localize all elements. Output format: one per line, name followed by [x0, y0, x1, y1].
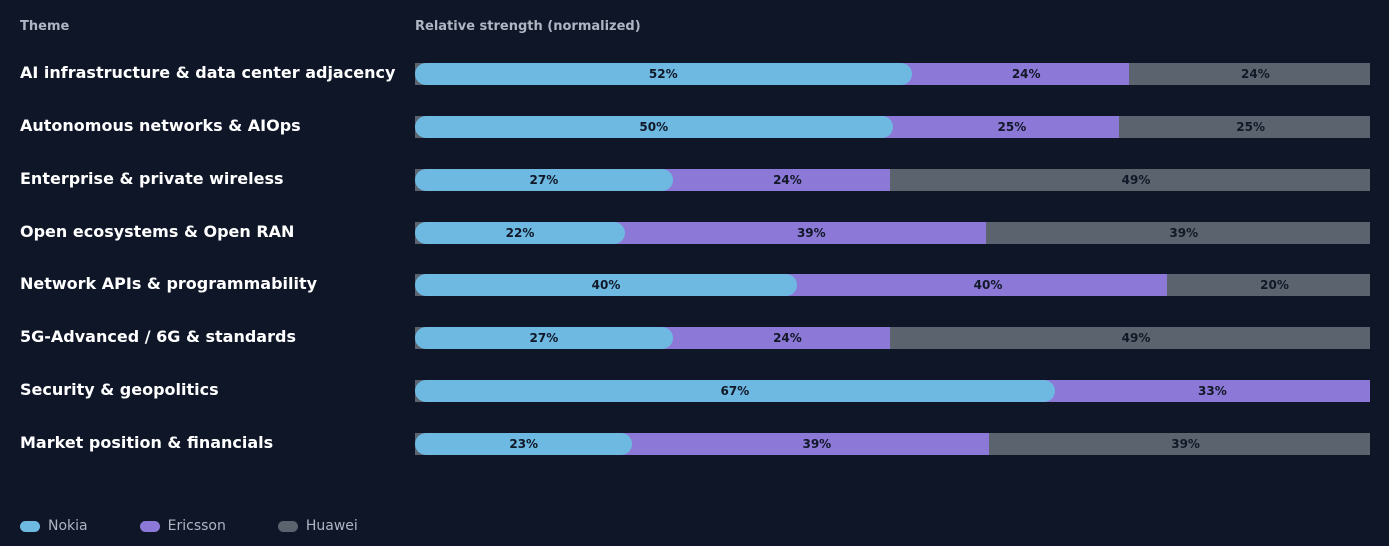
theme-label: Market position & financials	[20, 432, 274, 452]
bar-segment-nokia: 67%	[415, 380, 1055, 403]
bar-value-label: 20%	[1260, 278, 1289, 293]
bar-value-label: 40%	[591, 278, 621, 293]
bar-segment-nokia: 50%	[415, 115, 893, 138]
legend-item-huawei: Huawei	[277, 518, 358, 534]
legend-label-nokia: Nokia	[48, 518, 88, 534]
theme-label: Network APIs & programmability	[20, 274, 318, 294]
bar-track: 52% 24% 24%	[415, 63, 1370, 85]
bar-segment-nokia: 27%	[415, 327, 673, 350]
bar-segment-ericsson: 24%	[660, 168, 903, 191]
chart-row: 5G-Advanced / 6G & standards 27% 24% 49%	[0, 323, 1389, 353]
bar-value-label: 25%	[1236, 119, 1265, 134]
bar-track: 67% 33%	[415, 380, 1370, 403]
bar-segment-nokia: 40%	[415, 274, 797, 297]
bar-segment-ericsson: 40%	[785, 274, 1179, 297]
bar-value-label: 24%	[1241, 67, 1270, 81]
chart-row: Enterprise & private wireless 27% 24% 49%	[0, 165, 1389, 195]
bar-value-label: 67%	[720, 384, 750, 399]
bar-segment-ericsson: 39%	[620, 432, 1002, 455]
chart-row: Market position & financials 23% 39% 39%	[0, 429, 1389, 459]
bar-segment-huawei: 49%	[890, 168, 1370, 191]
legend-item-nokia: Nokia	[20, 518, 88, 534]
bar-value-label: 25%	[997, 119, 1027, 134]
bar-segment-huawei: 39%	[989, 432, 1370, 455]
bar-value-label: 39%	[1171, 436, 1200, 451]
legend-swatch-huawei	[277, 520, 298, 532]
bar-value-label: 23%	[509, 436, 539, 451]
chart-row: Security & geopolitics 67% 33%	[0, 376, 1389, 406]
bar-value-label: 27%	[529, 172, 559, 187]
bar-segment-huawei: 39%	[985, 221, 1370, 244]
legend-label-huawei: Huawei	[305, 518, 358, 534]
theme-label: Enterprise & private wireless	[20, 168, 284, 188]
bar-segment-huawei: 25%	[1119, 115, 1370, 138]
bar-track: 40% 40% 20%	[415, 274, 1370, 297]
bar-segment-ericsson: 25%	[880, 115, 1132, 138]
legend: Nokia Ericsson Huawei	[20, 518, 410, 534]
chart-row: AI infrastructure & data center adjacenc…	[0, 59, 1389, 89]
bar-value-label: 49%	[1121, 172, 1151, 187]
strength-column-header: Relative strength (normalized)	[415, 19, 641, 34]
bar-value-label: 40%	[973, 278, 1003, 293]
bar-track: 50% 25% 25%	[415, 115, 1370, 138]
legend-swatch-ericsson	[139, 520, 160, 532]
bar-value-label: 22%	[505, 225, 535, 240]
bar-segment-ericsson: 39%	[613, 221, 998, 244]
bar-value-label: 39%	[802, 436, 832, 451]
theme-label: Autonomous networks & AIOps	[20, 115, 301, 135]
bar-segment-ericsson: 24%	[660, 327, 903, 350]
bar-value-label: 24%	[773, 172, 802, 187]
theme-label: Security & geopolitics	[20, 380, 219, 400]
bar-segment-nokia: 22%	[415, 221, 626, 244]
bar-value-label: 39%	[796, 225, 826, 240]
bar-track: 27% 24% 49%	[415, 168, 1370, 191]
bar-segment-nokia: 23%	[415, 432, 633, 455]
theme-column-header: Theme	[20, 19, 70, 34]
bar-segment-ericsson: 33%	[1042, 380, 1370, 403]
bar-value-label: 39%	[1169, 225, 1199, 240]
chart-row: Open ecosystems & Open RAN 22% 39% 39%	[0, 218, 1389, 248]
bar-value-label: 27%	[529, 331, 559, 346]
bar-segment-huawei: 24%	[1128, 63, 1370, 85]
bar-value-label: 52%	[648, 67, 678, 81]
legend-label-ericsson: Ericsson	[167, 518, 226, 534]
bar-value-label: 24%	[1011, 67, 1041, 81]
bar-segment-ericsson: 24%	[899, 63, 1141, 85]
bar-segment-huawei: 20%	[1167, 274, 1370, 297]
legend-item-ericsson: Ericsson	[139, 518, 226, 534]
bar-segment-nokia: 27%	[415, 168, 673, 191]
theme-label: 5G-Advanced / 6G & standards	[20, 327, 296, 347]
bar-value-label: 50%	[639, 119, 669, 134]
theme-label: AI infrastructure & data center adjacenc…	[20, 63, 396, 82]
bar-track: 22% 39% 39%	[415, 221, 1370, 244]
bar-value-label: 33%	[1198, 384, 1227, 399]
bar-value-label: 24%	[773, 331, 802, 346]
chart-row: Autonomous networks & AIOps 50% 25% 25%	[0, 112, 1389, 142]
bar-track: 27% 24% 49%	[415, 327, 1370, 350]
bar-value-label: 49%	[1121, 331, 1151, 346]
chart-row: Network APIs & programmability 40% 40% 20%	[0, 270, 1389, 300]
legend-swatch-nokia	[20, 520, 40, 532]
bar-track: 23% 39% 39%	[415, 432, 1370, 455]
bar-segment-nokia: 52%	[415, 63, 912, 85]
theme-label: Open ecosystems & Open RAN	[20, 221, 295, 241]
bar-segment-huawei: 49%	[890, 327, 1370, 350]
